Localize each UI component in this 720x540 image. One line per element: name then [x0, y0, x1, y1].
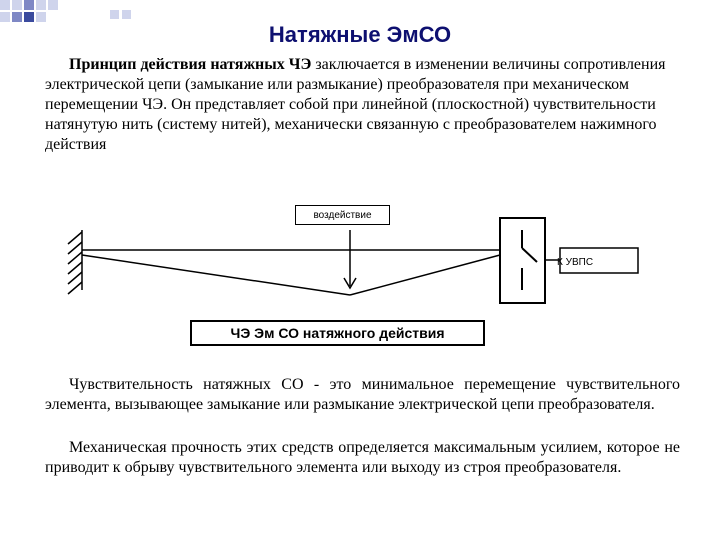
paragraph-sensitivity: Чувствительность натяжных СО - это миним…: [45, 375, 680, 415]
impact-label: воздействие: [295, 205, 390, 225]
impact-arrow-icon: [344, 230, 356, 288]
paragraph-strength: Механическая прочность этих средств опре…: [45, 438, 680, 478]
diagram-caption: ЧЭ Эм СО натяжного действия: [190, 320, 485, 346]
switch-block: [500, 218, 545, 303]
paragraph-principle-bold: Принцип действия натяжных ЧЭ: [69, 56, 315, 73]
page-title: Натяжные ЭмСО: [0, 22, 720, 48]
uvps-label: К УВПС: [557, 257, 593, 268]
fixed-wall-icon: [68, 230, 82, 294]
tension-thread: [82, 250, 500, 295]
paragraph-principle: Принцип действия натяжных ЧЭ заключается…: [45, 55, 680, 155]
